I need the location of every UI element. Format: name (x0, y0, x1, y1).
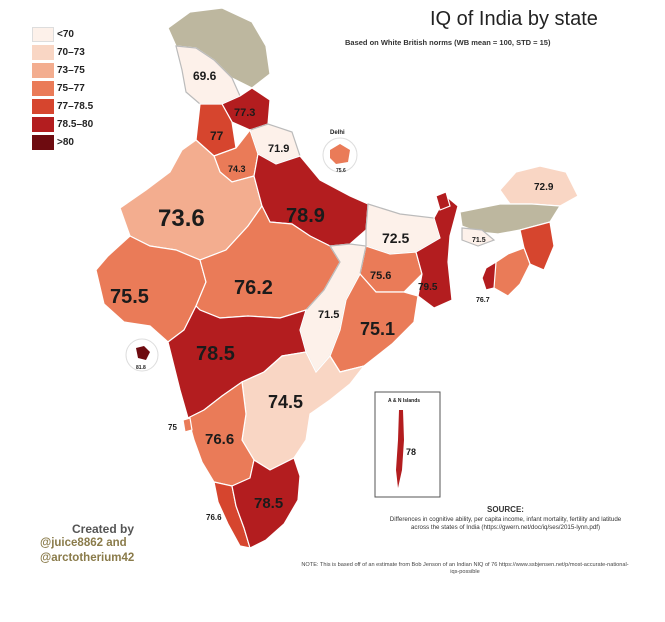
state-tamil-nadu (231, 457, 301, 549)
source-text: Differences in cognitive ability, per ca… (389, 516, 622, 531)
label-madhya-pradesh: 76.2 (234, 277, 273, 299)
label-andaman: 78 (406, 447, 416, 457)
label-jharkhand: 75.6 (370, 270, 391, 282)
label-kerala: 76.6 (206, 513, 222, 522)
label-tamil-nadu: 78.5 (254, 495, 283, 512)
map-subtitle: Based on White British norms (WB mean = … (345, 38, 551, 47)
legend-row: 78.5–80 (32, 116, 124, 133)
legend-swatch (32, 135, 54, 150)
label-goa: 75 (168, 423, 177, 432)
map-title: IQ of India by state (430, 8, 598, 30)
legend-label: 75–77 (57, 83, 85, 94)
label-maharashtra: 78.5 (196, 343, 235, 365)
state-andaman (396, 410, 404, 488)
source-heading: SOURCE: (487, 505, 524, 514)
label-bihar: 72.5 (382, 230, 409, 246)
legend-label: 78.5–80 (57, 119, 94, 130)
andaman-inset-title: A & N Islands (388, 398, 420, 404)
label-gujarat: 75.5 (110, 286, 149, 308)
label-rajasthan: 73.6 (158, 205, 205, 232)
label-arunachal: 72.9 (534, 182, 554, 193)
label-karnataka: 76.6 (205, 431, 234, 448)
legend-swatch (32, 63, 54, 78)
label-odisha: 75.1 (360, 319, 395, 339)
legend-swatch (32, 81, 54, 96)
state-west-bengal (415, 195, 459, 309)
label-chhattisgarh: 71.5 (318, 309, 339, 321)
legend-row: 75–77 (32, 80, 124, 97)
legend-row: 70–73 (32, 44, 124, 61)
legend-label: >80 (57, 137, 74, 148)
state-tripura-south (481, 260, 497, 291)
state-himachal (221, 87, 271, 131)
source-block: SOURCE: Differences in cognitive ability… (388, 505, 623, 532)
state-daman-diu (136, 346, 150, 360)
credit-handle-1: @juice8862 and (40, 537, 127, 549)
credit-handle-2: @arctotherium42 (40, 552, 135, 564)
label-daman-diu: 81.8 (136, 365, 146, 371)
state-odisha (329, 272, 419, 373)
label-tripura: 76.7 (476, 297, 490, 304)
label-jammu-kashmir: 69.6 (193, 69, 217, 83)
legend-swatch (32, 27, 54, 42)
label-telangana-andhra: 74.5 (268, 392, 303, 412)
legend-label: 73–75 (57, 65, 85, 76)
state-goa (182, 417, 193, 433)
state-tripura (489, 247, 531, 297)
label-west-bengal: 79.5 (418, 282, 438, 293)
label-uttar-pradesh: 78.9 (286, 205, 325, 227)
legend-swatch (32, 99, 54, 114)
legend-row: >80 (32, 134, 124, 151)
legend: <70 70–73 73–75 75–77 77–78.5 78.5–80 >80 (32, 26, 124, 152)
label-punjab: 77 (210, 129, 224, 143)
credit-title: Created by (71, 522, 135, 536)
legend-row: <70 (32, 26, 124, 43)
legend-label: 70–73 (57, 47, 85, 58)
legend-row: 77–78.5 (32, 98, 124, 115)
legend-label: 77–78.5 (57, 101, 94, 112)
legend-swatch (32, 117, 54, 132)
label-assam: 71.5 (472, 237, 486, 244)
legend-row: 73–75 (32, 62, 124, 79)
note-text: NOTE: This is based off of an estimate f… (301, 562, 629, 575)
state-delhi (330, 144, 350, 164)
legend-swatch (32, 45, 54, 60)
label-uttarakhand: 71.9 (268, 143, 289, 155)
delhi-inset-title: Delhi (330, 130, 345, 136)
label-haryana: 74.3 (228, 164, 246, 174)
state-sikkim (435, 191, 451, 211)
andaman-inset-box (374, 391, 441, 498)
legend-label: <70 (57, 29, 74, 40)
label-delhi: 75.6 (336, 168, 346, 174)
state-meghalaya (461, 227, 496, 247)
label-himachal: 77.3 (234, 107, 255, 119)
credit-block: Created by @juice8862 and @arctotherium4… (40, 522, 180, 566)
